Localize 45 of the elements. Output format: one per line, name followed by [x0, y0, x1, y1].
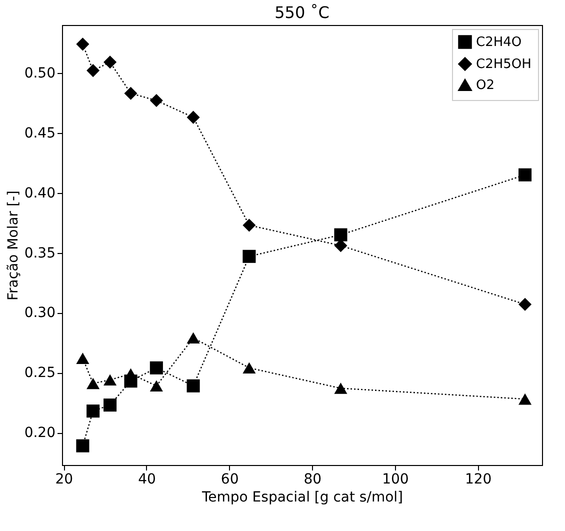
point — [76, 38, 90, 51]
legend-label: O2 — [476, 78, 495, 93]
point — [124, 368, 138, 380]
y-axis-title: Fração Molar [-] — [5, 190, 22, 300]
y-tick-label: 0.45 — [24, 125, 56, 142]
point — [76, 352, 90, 364]
x-tick-label: 100 — [382, 472, 409, 488]
x-tick-label: 20 — [55, 472, 74, 488]
y-tick-label: 0.20 — [24, 425, 56, 442]
point — [86, 378, 100, 390]
y-tick-label: 0.40 — [24, 185, 56, 202]
y-tick-label: 0.50 — [24, 65, 56, 82]
y-tick-label: 0.35 — [24, 245, 56, 262]
point — [242, 362, 256, 374]
x-tick-label: 80 — [304, 472, 322, 488]
point — [186, 110, 200, 124]
point — [518, 168, 532, 182]
point — [86, 64, 100, 78]
point — [104, 374, 117, 386]
point — [150, 94, 163, 108]
point — [86, 404, 100, 418]
point — [150, 380, 163, 392]
x-tick-label: 60 — [220, 472, 239, 488]
point — [518, 393, 532, 405]
x-tick-label: 40 — [138, 472, 156, 488]
point — [186, 332, 200, 344]
point — [186, 379, 200, 392]
chart-title: 550 ˚C — [274, 3, 330, 22]
x-axis-title: Tempo Espacial [g cat s/mol] — [200, 490, 404, 506]
point — [124, 86, 138, 100]
point — [334, 239, 348, 252]
point — [242, 250, 256, 263]
legend-label: C2H5OH — [476, 57, 532, 72]
point — [334, 382, 348, 394]
point — [104, 398, 117, 412]
x-tick-label: 120 — [464, 472, 492, 488]
y-tick-label: 0.30 — [24, 305, 56, 322]
point — [518, 298, 532, 311]
point — [104, 56, 117, 69]
point — [150, 361, 163, 374]
point — [334, 228, 348, 242]
point — [242, 218, 256, 232]
point — [76, 439, 90, 452]
legend-label: C2H4O — [476, 35, 522, 50]
y-tick-label: 0.25 — [24, 365, 56, 382]
